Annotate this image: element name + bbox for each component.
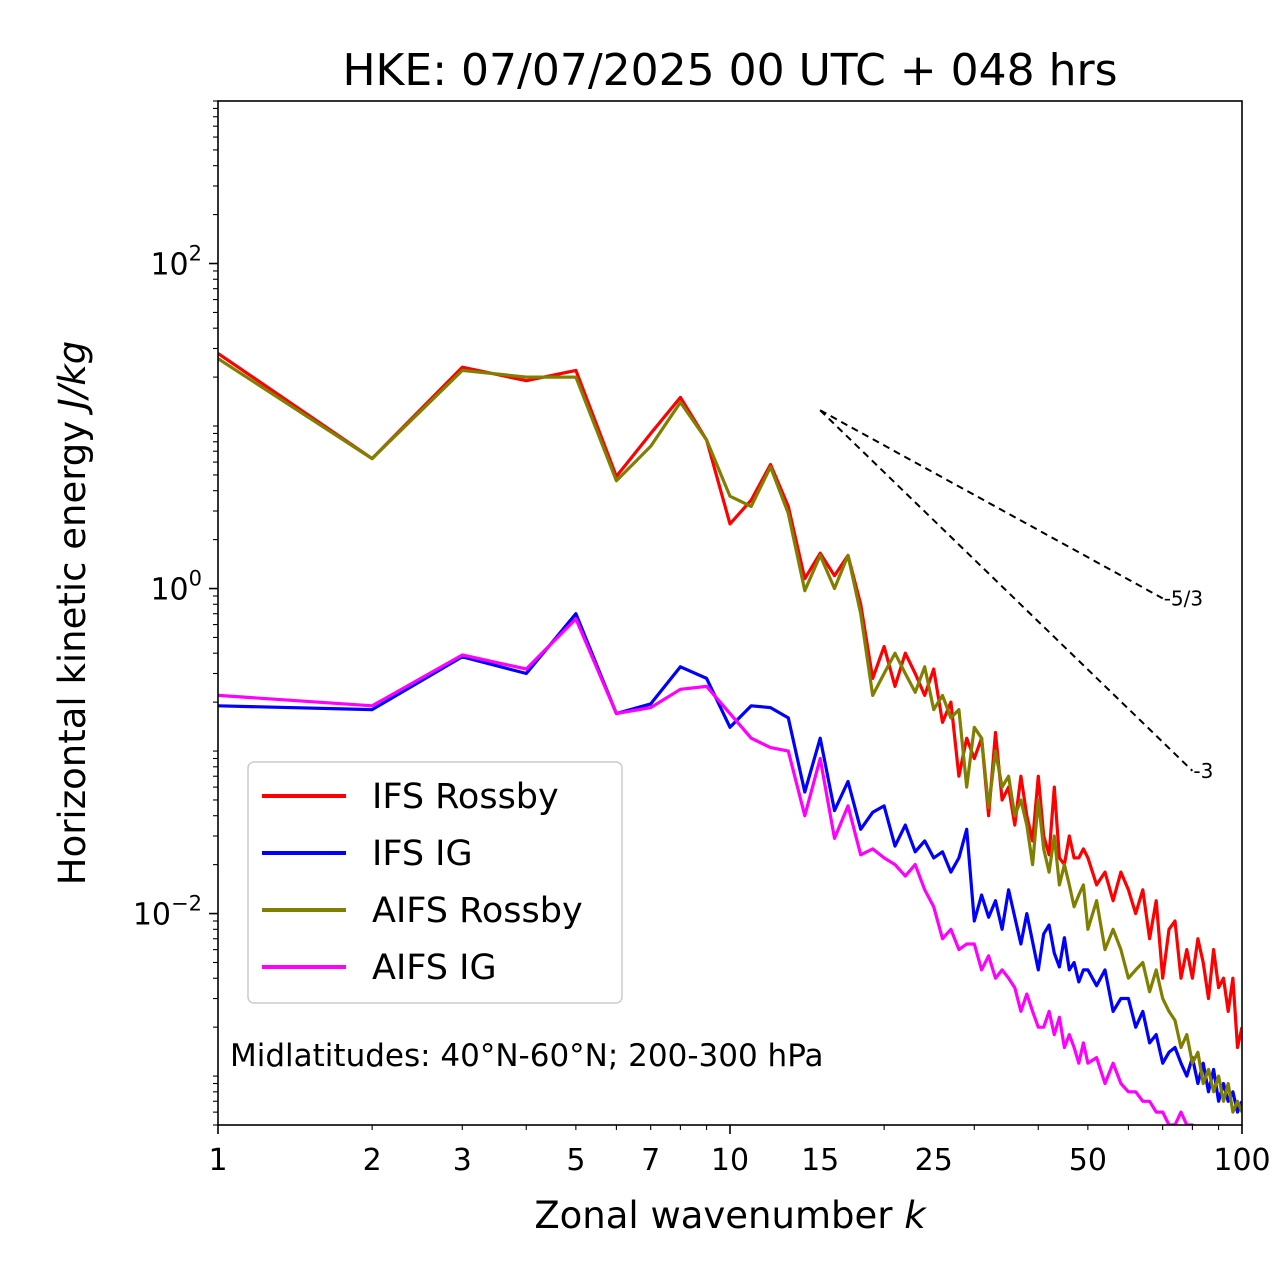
x-tick-label-5: 10 <box>711 1143 749 1178</box>
x-tick-label-0: 1 <box>208 1143 227 1178</box>
y-axis-label-text: Horizontal kinetic energy <box>51 409 94 885</box>
region-annotation: Midlatitudes: 40°N-60°N; 200-300 hPa <box>230 1038 824 1074</box>
slope-label-1: -3 <box>1193 759 1213 783</box>
x-axis-ticks: 1 2 3 5 7 10 15 25 50 100 <box>208 1125 1271 1178</box>
legend-label-2: AIFS Rossby <box>372 891 583 931</box>
legend-label-3: AIFS IG <box>372 948 497 988</box>
slope-label-0: -5/3 <box>1164 586 1203 610</box>
slope-line-0 <box>819 409 1164 600</box>
x-tick-label-4: 7 <box>641 1143 660 1178</box>
y-axis-label-unit: J/kg <box>51 341 94 416</box>
y-tick-label-2: 102 <box>150 242 202 283</box>
chart-title: HKE: 07/07/2025 00 UTC + 048 hrs <box>342 45 1117 96</box>
x-axis-label: Zonal wavenumber k <box>534 1194 927 1237</box>
legend-frame <box>247 761 623 1004</box>
y-axis-ticks: 10−2 100 102 <box>133 100 218 1126</box>
x-tick-label-3: 5 <box>566 1143 585 1178</box>
data-series <box>218 352 1242 1125</box>
legend: IFS Rossby IFS IG AIFS Rossby AIFS IG <box>247 761 623 1004</box>
series-line-0 <box>218 352 1242 1050</box>
legend-label-0: IFS Rossby <box>372 777 559 817</box>
y-tick-label-1: 100 <box>150 567 202 608</box>
y-axis-label: Horizontal kinetic energy J/kg <box>51 341 94 885</box>
x-tick-label-7: 25 <box>915 1143 953 1178</box>
reference-slopes: -5/3 -3 <box>819 409 1213 783</box>
series-line-2 <box>218 357 1242 1114</box>
x-tick-label-6: 15 <box>801 1143 839 1178</box>
y-tick-label-0: 10−2 <box>133 892 202 933</box>
x-axis-label-text: Zonal wavenumber <box>534 1194 904 1237</box>
legend-label-1: IFS IG <box>372 834 473 874</box>
series-line-3 <box>218 617 1195 1125</box>
x-tick-label-1: 2 <box>363 1143 382 1178</box>
x-axis-label-symbol: k <box>904 1194 927 1237</box>
x-tick-label-8: 50 <box>1069 1143 1107 1178</box>
slope-line-1 <box>819 409 1194 772</box>
x-tick-label-9: 100 <box>1213 1143 1270 1178</box>
series-line-1 <box>218 612 1242 1114</box>
x-tick-label-2: 3 <box>453 1143 472 1178</box>
